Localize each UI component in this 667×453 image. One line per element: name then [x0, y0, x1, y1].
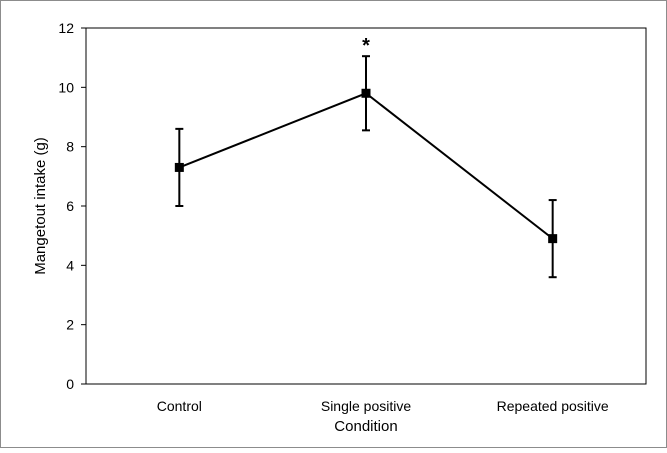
y-axis-ticks: 0 2 4 6 8 10 12	[58, 20, 86, 392]
data-point	[174, 162, 184, 172]
x-axis-label: Condition	[334, 418, 397, 435]
x-axis-ticks: Control Single positive Repeated positive	[157, 398, 609, 414]
y-tick-label: 6	[66, 198, 74, 214]
data-point	[361, 88, 371, 98]
y-tick-label: 4	[66, 257, 74, 273]
x-tick-label: Single positive	[321, 398, 411, 414]
y-axis-label: Mangetout intake (g)	[32, 137, 49, 275]
y-tick-label: 10	[58, 79, 74, 95]
y-tick-label: 8	[66, 139, 74, 155]
data-markers	[174, 88, 558, 244]
x-tick-label: Control	[157, 398, 202, 414]
x-tick-label: Repeated positive	[497, 398, 609, 414]
annotations: *	[362, 35, 370, 57]
y-tick-label: 0	[66, 376, 74, 392]
y-tick-label: 2	[66, 317, 74, 333]
data-point	[548, 234, 558, 244]
y-tick-label: 12	[58, 20, 74, 36]
significance-marker: *	[362, 35, 370, 57]
